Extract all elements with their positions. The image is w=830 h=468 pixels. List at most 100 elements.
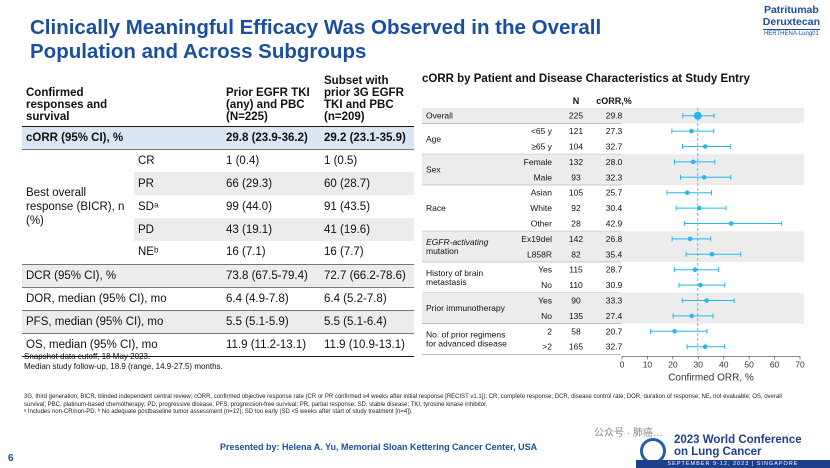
forest-plot: cORR by Patient and Disease Characterist… <box>422 73 805 383</box>
best-overall-response-label: Best overall response (BICR), n (%) <box>22 149 134 265</box>
point-estimate <box>701 175 707 180</box>
page-number: 6 <box>8 453 14 464</box>
table-row: PFS, median (95% CI), mo 5.5 (5.1-5.9) 5… <box>22 310 414 334</box>
brand-line2: Deruxtecan <box>762 16 820 28</box>
header-col0: Confirmed responses and survival <box>22 70 134 127</box>
x-tick-label: 10 <box>643 359 653 369</box>
point-estimate <box>702 144 708 149</box>
table-row: NEᵇ 16 (7.1) 16 (7.7) <box>22 241 414 265</box>
group-label: History of brain <box>426 268 483 278</box>
subgroup-label: >2 <box>542 342 552 352</box>
n-value: 121 <box>569 126 583 136</box>
subgroup-label: 2 <box>547 326 552 336</box>
chart-title: cORR by Patient and Disease Characterist… <box>422 73 750 85</box>
point-estimate <box>672 329 677 334</box>
n-value: 165 <box>569 342 583 352</box>
x-tick-label: 70 <box>795 359 805 369</box>
group-band <box>422 231 804 262</box>
corr-value: 27.4 <box>606 311 623 321</box>
group-band <box>422 108 804 124</box>
col-header-n: N <box>573 96 580 106</box>
table-row: cORR (95% CI), % 29.8 (23.9-36.2) 29.2 (… <box>22 126 414 150</box>
corr-value: 33.3 <box>606 296 623 306</box>
subgroup-label: <65 y <box>531 126 553 136</box>
col-header-corr: cORR,% <box>596 96 632 106</box>
table-header-row: Confirmed responses and survival Prior E… <box>22 70 414 127</box>
table-row: PD 43 (19.1) 41 (19.6) <box>22 218 414 241</box>
point-estimate <box>685 190 690 195</box>
group-label: Sex <box>426 165 441 175</box>
n-value: 92 <box>571 203 581 213</box>
point-estimate <box>702 344 708 350</box>
x-axis-label: Confirmed ORR, % <box>668 372 754 383</box>
group-label: No. of prior regimens <box>426 330 505 340</box>
brand-line1: Patritumab <box>763 4 819 16</box>
watermark: 公众号 · 肺癌… <box>594 428 663 439</box>
x-tick-label: 50 <box>744 359 754 369</box>
group-band <box>422 154 804 185</box>
table-row: DOR, median (95% CI), mo 6.4 (4.9-7.8) 6… <box>22 287 414 311</box>
brand-line3: HERTHENA-Lung01 <box>762 29 820 37</box>
subgroup-label: Male <box>534 172 553 182</box>
point-estimate <box>689 128 694 134</box>
group-label: Age <box>426 134 441 144</box>
group-label: metastasis <box>426 277 467 287</box>
n-value: 132 <box>569 157 583 167</box>
header-col2: Prior EGFR TKI (any) and PBC (N=225) <box>222 70 320 127</box>
corr-value: 28.7 <box>606 265 623 275</box>
x-tick-label: 40 <box>719 359 729 369</box>
footnote-snapshot: Snapshot data cutoff, 18 May 2023. Media… <box>24 352 223 371</box>
subgroup-label: Yes <box>538 296 552 306</box>
corr-value: 25.7 <box>606 188 623 198</box>
group-label: EGFR-activating <box>426 237 489 247</box>
x-tick-label: 30 <box>694 359 704 369</box>
subgroup-label: Other <box>531 219 552 229</box>
corr-value: 27.3 <box>606 126 623 136</box>
group-band <box>422 292 804 324</box>
point-estimate <box>709 252 715 257</box>
point-estimate <box>728 221 734 226</box>
n-value: 225 <box>569 111 583 121</box>
point-estimate <box>698 282 703 288</box>
presented-by: Presented by: Helena A. Yu, Memorial Slo… <box>220 442 538 452</box>
n-value: 105 <box>569 188 583 198</box>
n-value: 142 <box>569 234 583 244</box>
subgroup-label: ≥65 y <box>531 142 552 152</box>
subgroup-label: No <box>541 280 552 290</box>
subgroup-label: No <box>541 311 552 321</box>
x-tick-label: 20 <box>668 359 678 369</box>
group-label: for advanced disease <box>426 339 507 349</box>
n-value: 115 <box>569 265 583 275</box>
corr-value: 26.8 <box>606 234 623 244</box>
n-value: 28 <box>571 219 581 229</box>
point-estimate <box>689 313 694 319</box>
corr-value: 29.8 <box>606 111 623 121</box>
group-label: Race <box>426 203 446 213</box>
efficacy-table: Confirmed responses and survival Prior E… <box>22 70 414 357</box>
corr-value: 42.9 <box>606 219 623 229</box>
subgroup-label: L858R <box>527 249 552 259</box>
subgroup-label: Yes <box>538 265 552 275</box>
corr-value: 30.4 <box>606 203 623 213</box>
n-value: 58 <box>571 326 581 336</box>
subgroup-label: Asian <box>531 188 553 198</box>
n-value: 82 <box>571 249 581 259</box>
table-row: DCR (95% CI), % 73.8 (67.5-79.4) 72.7 (6… <box>22 264 414 288</box>
point-estimate <box>687 236 693 242</box>
group-label: Prior immunotherapy <box>426 303 506 313</box>
footnote-abbreviations: 3G, third generation; BICR, blinded inde… <box>24 394 782 415</box>
corr-value: 35.4 <box>606 249 623 259</box>
point-estimate <box>692 267 698 272</box>
corr-value: 28.0 <box>606 157 623 167</box>
table-row: OS, median (95% CI), mo 11.9 (11.2-13.1)… <box>22 333 414 356</box>
x-tick-label: 60 <box>770 359 780 369</box>
subgroup-label: White <box>530 203 552 213</box>
slide-title: Clinically Meaningful Efficacy Was Obser… <box>30 16 602 63</box>
n-value: 104 <box>569 142 583 152</box>
table-row: PR 66 (29.3) 60 (28.7) <box>22 172 414 195</box>
wclc-logo: 2023 World Conference on Lung Cancer SEP… <box>636 432 830 468</box>
corr-value: 32.3 <box>606 172 623 182</box>
corr-value: 32.7 <box>606 342 623 352</box>
subgroup-label: Female <box>524 157 553 167</box>
table-row: SDᵃ 99 (44.0) 91 (43.5) <box>138 200 371 213</box>
